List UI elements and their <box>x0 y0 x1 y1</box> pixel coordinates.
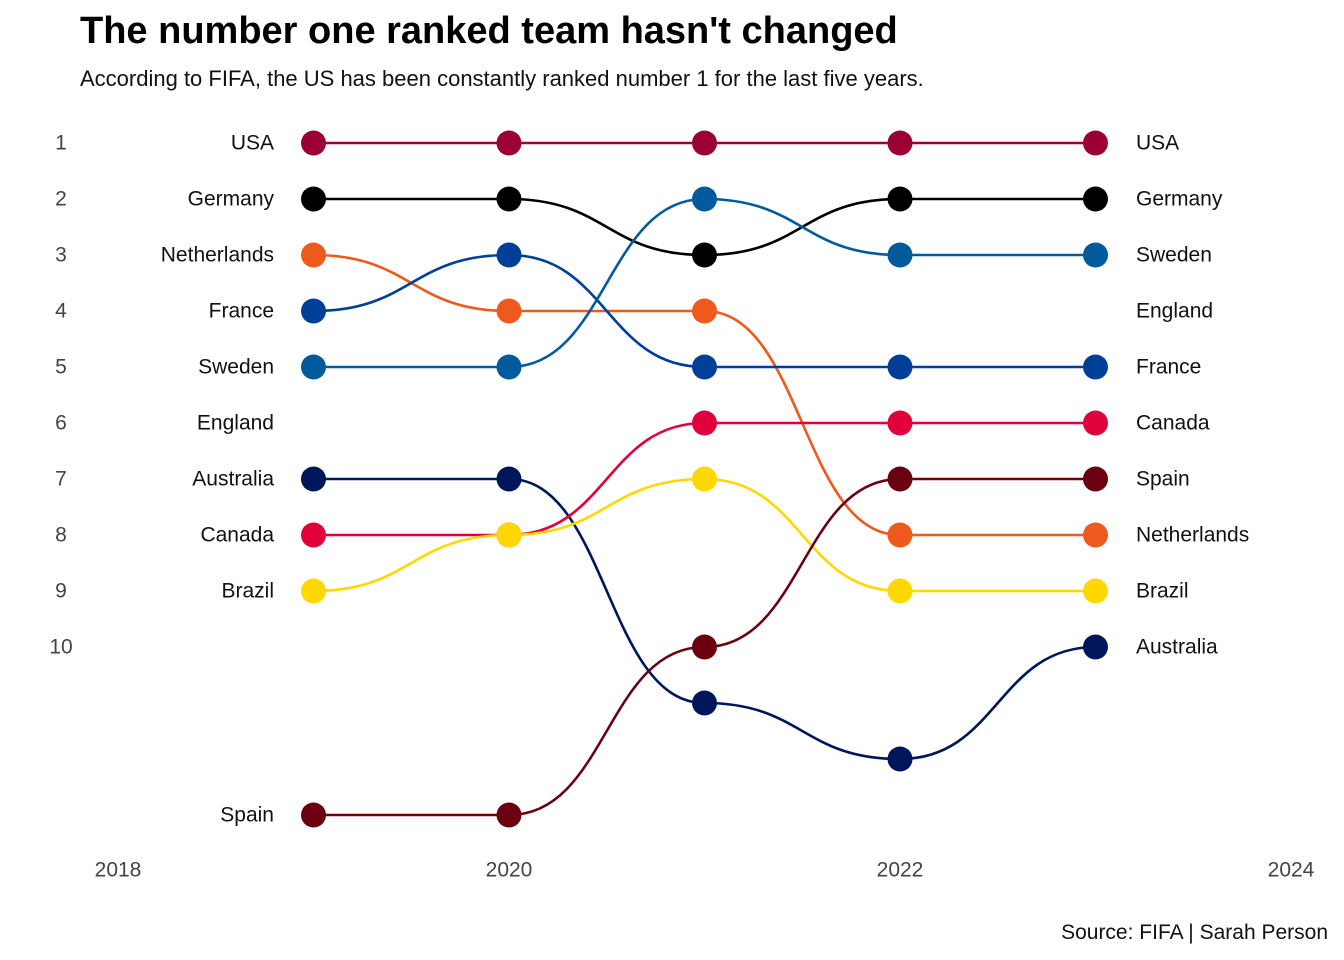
rank-tick-8: 8 <box>55 524 67 547</box>
point-brazil-2022 <box>887 578 913 604</box>
end-label-england: England <box>1136 300 1213 323</box>
rank-tick-9: 9 <box>55 580 67 603</box>
point-australia-2019 <box>301 466 326 492</box>
point-germany-2020 <box>496 186 522 212</box>
point-germany-2019 <box>301 186 326 212</box>
point-australia-2021 <box>692 690 717 716</box>
point-sweden-2019 <box>301 354 326 380</box>
point-spain-2021 <box>692 634 717 660</box>
point-usa-2019 <box>301 130 326 156</box>
series-line-sweden <box>313 197 1096 369</box>
start-label-netherlands: Netherlands <box>161 244 274 267</box>
start-label-usa: USA <box>231 132 274 155</box>
point-france-2020 <box>496 242 522 268</box>
point-sweden-2020 <box>496 354 522 380</box>
rank-tick-6: 6 <box>55 412 67 435</box>
start-label-canada: Canada <box>200 524 274 547</box>
start-label-france: France <box>209 300 274 323</box>
start-label-sweden: Sweden <box>198 356 274 379</box>
start-label-england: England <box>197 412 274 435</box>
point-germany-2021 <box>692 242 717 268</box>
year-tick-2018: 2018 <box>95 859 142 882</box>
rank-axis: 1 2 3 4 5 6 7 8 9 10 <box>49 132 72 659</box>
start-label-spain: Spain <box>220 804 274 827</box>
rank-tick-10: 10 <box>49 636 72 659</box>
year-tick-2022: 2022 <box>877 859 924 882</box>
point-france-2019 <box>301 298 326 324</box>
point-usa-2020 <box>496 130 522 156</box>
series-line-france <box>313 253 1096 369</box>
point-canada-2021 <box>692 410 717 436</box>
point-australia-2020 <box>496 466 522 492</box>
point-usa-2023 <box>1083 130 1108 156</box>
point-spain-2022 <box>887 466 913 492</box>
start-label-brazil: Brazil <box>221 580 274 603</box>
point-france-2021 <box>692 354 717 380</box>
end-label-spain: Spain <box>1136 468 1190 491</box>
end-label-sweden: Sweden <box>1136 244 1212 267</box>
chart-caption: Source: FIFA | Sarah Person <box>1061 921 1328 944</box>
x-axis: 2018 2020 2022 2024 <box>95 859 1315 882</box>
end-label-brazil: Brazil <box>1136 580 1189 603</box>
point-canada-2022 <box>887 410 913 436</box>
point-spain-2020 <box>496 802 522 828</box>
rank-tick-2: 2 <box>55 188 67 211</box>
point-germany-2022 <box>887 186 913 212</box>
point-netherlands-2020 <box>496 298 522 324</box>
point-brazil-2023 <box>1083 578 1108 604</box>
rank-tick-5: 5 <box>55 356 67 379</box>
point-france-2023 <box>1083 354 1108 380</box>
end-label-canada: Canada <box>1136 412 1210 435</box>
point-sweden-2021 <box>692 186 717 212</box>
end-label-netherlands: Netherlands <box>1136 524 1249 547</box>
end-label-france: France <box>1136 356 1201 379</box>
point-germany-2023 <box>1083 186 1108 212</box>
point-france-2022 <box>887 354 913 380</box>
end-labels: USA Germany Sweden England France Canada Spain… <box>1136 132 1249 659</box>
rank-tick-3: 3 <box>55 244 67 267</box>
end-label-germany: Germany <box>1136 188 1223 211</box>
series-line-australia <box>313 477 1096 761</box>
point-usa-2021 <box>692 130 717 156</box>
rank-tick-1: 1 <box>55 132 67 155</box>
point-spain-2019 <box>301 802 326 828</box>
point-sweden-2022 <box>887 242 913 268</box>
point-usa-2022 <box>887 130 913 156</box>
point-brazil-2021 <box>692 466 717 492</box>
point-australia-2023 <box>1083 634 1108 660</box>
point-netherlands-2022 <box>887 522 913 548</box>
series-points <box>301 130 1108 828</box>
chart-title: The number one ranked team hasn't change… <box>80 10 898 52</box>
point-sweden-2023 <box>1083 242 1108 268</box>
point-canada-2023 <box>1083 410 1108 436</box>
point-brazil-2020 <box>496 522 522 548</box>
point-netherlands-2021 <box>692 298 717 324</box>
start-labels: USA Germany Netherlands France Sweden England… <box>161 132 275 827</box>
point-australia-2022 <box>887 746 913 772</box>
point-brazil-2019 <box>301 578 326 604</box>
series-line-netherlands <box>313 253 1096 537</box>
start-label-germany: Germany <box>188 188 275 211</box>
point-netherlands-2019 <box>301 242 326 268</box>
series-line-canada <box>313 421 1096 537</box>
end-label-australia: Australia <box>1136 636 1218 659</box>
rank-tick-4: 4 <box>55 300 67 323</box>
point-spain-2023 <box>1083 466 1108 492</box>
year-tick-2024: 2024 <box>1268 859 1315 882</box>
rank-tick-7: 7 <box>55 468 67 491</box>
year-tick-2020: 2020 <box>486 859 533 882</box>
start-label-australia: Australia <box>192 468 274 491</box>
point-netherlands-2023 <box>1083 522 1108 548</box>
end-label-usa: USA <box>1136 132 1179 155</box>
point-canada-2019 <box>301 522 326 548</box>
chart-subtitle: According to FIFA, the US has been const… <box>80 66 924 91</box>
